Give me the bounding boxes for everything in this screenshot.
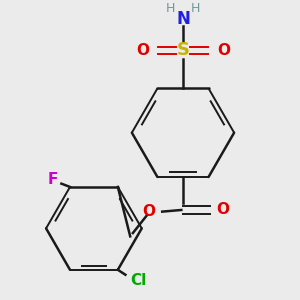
Text: F: F — [47, 172, 58, 187]
Text: H: H — [191, 2, 200, 15]
Text: O: O — [217, 202, 230, 217]
Text: S: S — [176, 41, 190, 59]
Text: O: O — [217, 43, 230, 58]
Text: H: H — [166, 2, 175, 15]
Text: O: O — [142, 204, 155, 219]
Text: Cl: Cl — [130, 273, 147, 288]
Text: N: N — [176, 10, 190, 28]
Text: O: O — [136, 43, 149, 58]
